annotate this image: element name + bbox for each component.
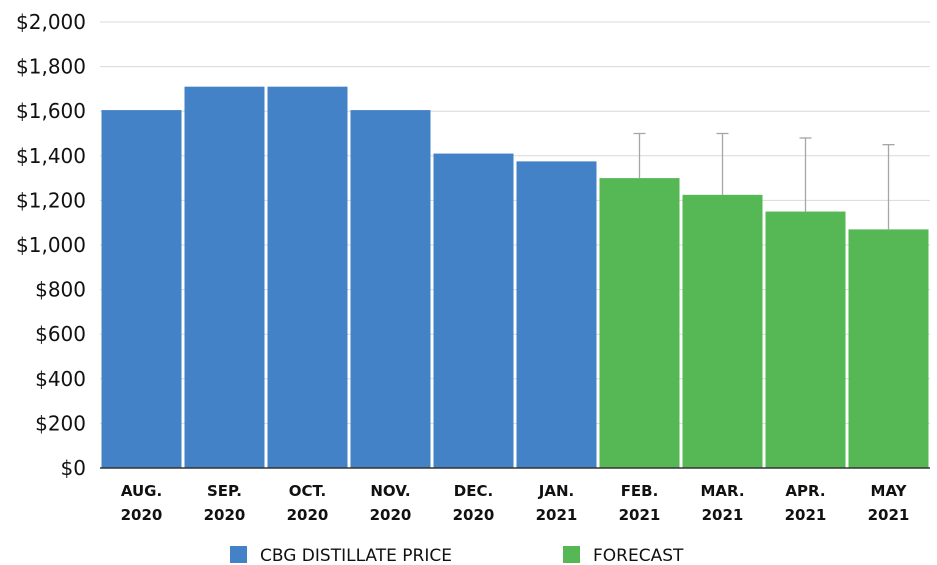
x-tick-label: JAN. 2021 [536, 482, 578, 524]
y-tick-label: $200 [35, 411, 86, 435]
bar-price-2 [267, 86, 348, 469]
y-tick-label: $400 [35, 367, 86, 391]
x-tick-label: AUG. 2020 [121, 482, 163, 524]
x-tick-label: MAR. 2021 [700, 482, 744, 524]
x-tick-label: DEC. 2020 [453, 482, 495, 524]
y-tick-label: $1,200 [16, 188, 86, 212]
y-tick-label: $2,000 [16, 10, 86, 34]
x-tick-label: FEB. 2021 [619, 482, 661, 524]
bar-price-0 [101, 110, 182, 469]
y-tick-label: $1,000 [16, 233, 86, 257]
bar-price-1 [184, 86, 265, 469]
x-tick-label: MAY 2021 [868, 482, 910, 524]
y-tick-label: $600 [35, 322, 86, 346]
x-tick-label: SEP. 2020 [204, 482, 246, 524]
bar-forecast-6 [599, 178, 680, 468]
y-tick-label: $1,400 [16, 144, 86, 168]
legend-label: FORECAST [593, 546, 684, 565]
bar-forecast-9 [848, 229, 929, 468]
x-tick-label: NOV. 2020 [370, 482, 412, 524]
bars [101, 86, 929, 469]
legend-item-forecast: FORECAST [563, 546, 684, 565]
bar-price-4 [433, 153, 514, 468]
y-tick-label: $1,800 [16, 55, 86, 79]
x-axis-ticks: AUG. 2020 SEP. 2020 OCT. 2020 NOV. 2020 DEC. 2020… [121, 482, 910, 524]
legend-item-price: CBG DISTILLATE PRICE [230, 546, 452, 565]
bar-price-5 [516, 161, 597, 468]
legend-swatch [230, 546, 247, 563]
x-tick-label: OCT. 2020 [287, 482, 329, 524]
y-tick-label: $800 [35, 278, 86, 302]
legend-label: CBG DISTILLATE PRICE [260, 546, 452, 565]
legend: CBG DISTILLATE PRICE FORECAST [230, 546, 684, 565]
legend-swatch [563, 546, 580, 563]
y-axis-ticks: $0 $200 $400 $600 $800 $1,000 $1,200 $1,400 $1,6… [16, 10, 86, 480]
y-tick-label: $0 [61, 456, 86, 480]
bar-forecast-8 [765, 211, 846, 469]
error-bars [633, 132, 895, 230]
bar-price-3 [350, 110, 431, 469]
bar-forecast-7 [682, 194, 763, 468]
y-tick-label: $1,600 [16, 99, 86, 123]
x-tick-label: APR. 2021 [785, 482, 827, 524]
